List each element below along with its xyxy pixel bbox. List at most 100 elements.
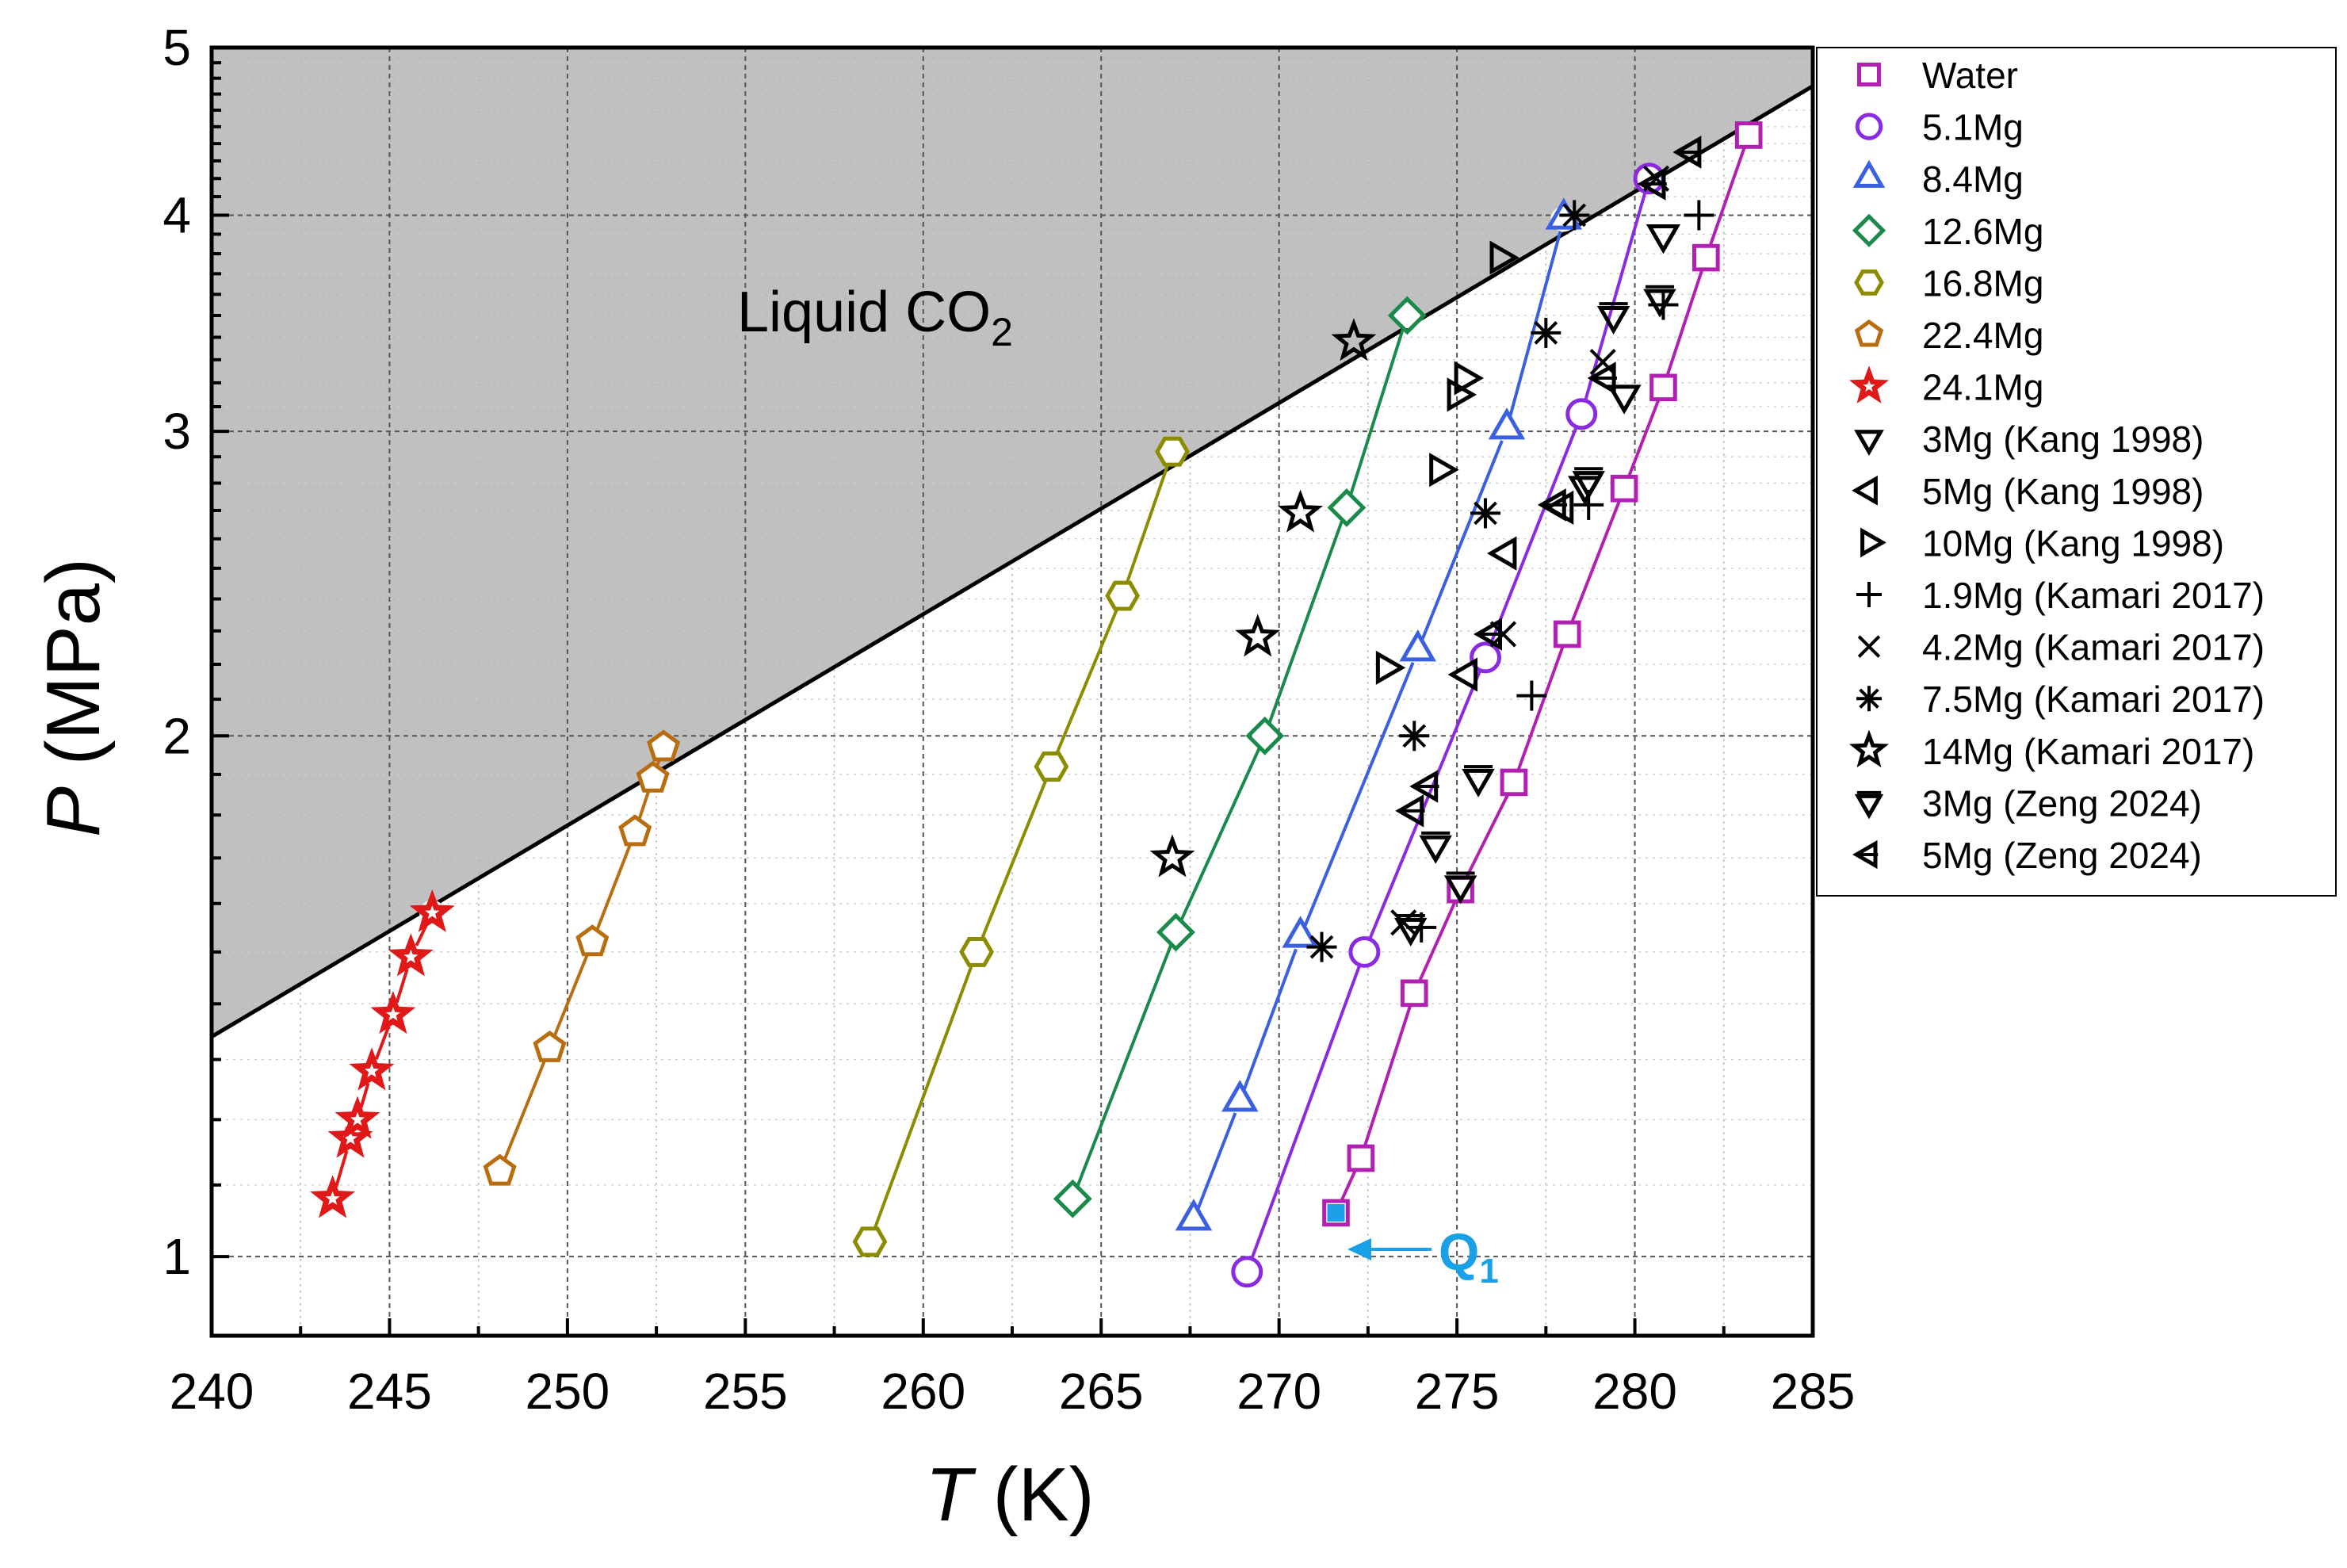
data-point	[1643, 285, 1676, 318]
data-point	[1474, 618, 1504, 651]
legend-item: 5Mg (Kang 1998)	[1852, 471, 2204, 512]
marker-bg	[1554, 621, 1581, 648]
legend-item: 8.4Mg	[1852, 159, 2024, 200]
legend-item: Water	[1857, 55, 2018, 96]
data-point-center	[403, 949, 419, 963]
legend-marker	[1854, 430, 1884, 456]
annotation-arrowhead	[1347, 1238, 1371, 1260]
data-point	[1105, 580, 1141, 611]
legend-marker	[1852, 213, 1886, 247]
series-line	[1334, 134, 1751, 1214]
data-point	[1327, 488, 1367, 527]
marker-bg	[1038, 753, 1065, 780]
legend-marker	[1848, 729, 1890, 768]
data-point	[1470, 498, 1501, 529]
y-axis-label: P (MPa)	[31, 558, 116, 837]
data-point	[1395, 794, 1425, 828]
data-point	[1572, 471, 1605, 500]
x-axis-label: T (K)	[925, 1452, 1094, 1537]
legend-frame	[1816, 47, 2337, 897]
data-point	[1637, 167, 1667, 201]
x-tick-label: 245	[347, 1363, 432, 1420]
data-point-b	[1589, 349, 1616, 376]
legend-item: 5.1Mg	[1855, 107, 2024, 148]
data-point-spoke	[1562, 203, 1587, 228]
legend-label: Water	[1922, 55, 2018, 96]
data-point	[1596, 305, 1630, 335]
legend-marker	[1854, 270, 1884, 296]
data-point	[1553, 620, 1581, 648]
q1-highlight	[1327, 1203, 1345, 1222]
data-point	[1443, 875, 1477, 904]
legend-label: 24.1Mg	[1922, 367, 2043, 408]
legend-item: 4.2Mg (Kamari 2017)	[1857, 627, 2265, 668]
legend-marker	[1852, 159, 1886, 188]
legend-label: 8.4Mg	[1922, 159, 2024, 200]
data-point	[1409, 770, 1439, 803]
data-point	[1347, 1144, 1375, 1172]
series-1	[1231, 163, 1665, 1288]
data-point-center	[325, 1191, 340, 1205]
data-point-spoke	[1534, 321, 1558, 345]
legend-item: 5Mg (Zeng 2024)	[1852, 835, 2202, 876]
data-point	[1646, 224, 1681, 254]
data-point-center	[385, 1007, 400, 1021]
marker-bg	[1159, 438, 1186, 465]
data-point	[1516, 680, 1547, 711]
legend: Water 5.1Mg 8.4Mg 12.6Mg 16.8Mg 22.4Mg 24.1Mg 3…	[1816, 47, 2337, 897]
data-point	[1348, 935, 1381, 968]
marker-bg	[487, 1158, 513, 1184]
data-point	[1034, 751, 1069, 782]
marker-bg	[579, 929, 606, 955]
x-tick-label: 275	[1415, 1363, 1500, 1420]
annotation-q1: Q1	[1347, 1222, 1499, 1291]
data-point	[1462, 765, 1495, 797]
marker-bg	[1163, 919, 1189, 946]
region-label: Liquid CO2	[737, 281, 1013, 354]
series-4	[852, 436, 1190, 1257]
marker-bg	[1110, 583, 1136, 609]
legend-marker	[1854, 319, 1884, 347]
boundary-line	[210, 84, 1814, 1038]
data-point	[1155, 436, 1190, 467]
legend-item: 16.8Mg	[1854, 262, 2043, 304]
data-point	[1387, 296, 1427, 335]
data-point	[1607, 384, 1642, 415]
marker-bg	[622, 819, 648, 845]
x-tick-label: 285	[1771, 1363, 1856, 1420]
data-point-center	[364, 1063, 380, 1077]
data-point	[1587, 361, 1617, 395]
data-point	[1245, 716, 1285, 755]
data-point	[1672, 136, 1703, 169]
legend-marker	[1854, 794, 1884, 820]
legend-label: 7.5Mg (Kamari 2017)	[1922, 679, 2265, 720]
series-2	[1175, 197, 1583, 1233]
data-point	[1282, 916, 1319, 948]
legend-label: 5Mg (Kang 1998)	[1922, 471, 2204, 512]
y-tick-label: 4	[162, 186, 191, 243]
legend-label: 12.6Mg	[1922, 211, 2043, 252]
legend-item: 24.1Mg	[1848, 365, 2043, 408]
legend-label: 5.1Mg	[1922, 107, 2024, 148]
y-tick-label: 3	[162, 403, 191, 460]
legend-marker	[1856, 582, 1882, 607]
data-point	[1447, 377, 1477, 412]
legend-item: 12.6Mg	[1852, 211, 2043, 252]
marker-bg	[1060, 1186, 1086, 1212]
data-point	[1489, 240, 1519, 275]
data-point	[1399, 629, 1436, 662]
legend-label: 10Mg (Kang 1998)	[1922, 522, 2224, 564]
legend-label: 14Mg (Kamari 2017)	[1922, 731, 2254, 772]
series-5	[483, 729, 681, 1186]
data-point	[1221, 1080, 1259, 1112]
legend-label: 4.2Mg (Kamari 2017)	[1922, 627, 2265, 668]
legend-label: 3Mg (Kang 1998)	[1922, 419, 2204, 460]
data-point	[1589, 349, 1616, 376]
marker-bg	[1693, 244, 1719, 271]
legend-label: 22.4Mg	[1922, 315, 2043, 356]
data-point	[1643, 289, 1676, 318]
data-point	[1419, 835, 1452, 864]
legend-label: 1.9Mg (Kamari 2017)	[1922, 575, 2265, 616]
data-point-spoke	[1309, 935, 1334, 959]
